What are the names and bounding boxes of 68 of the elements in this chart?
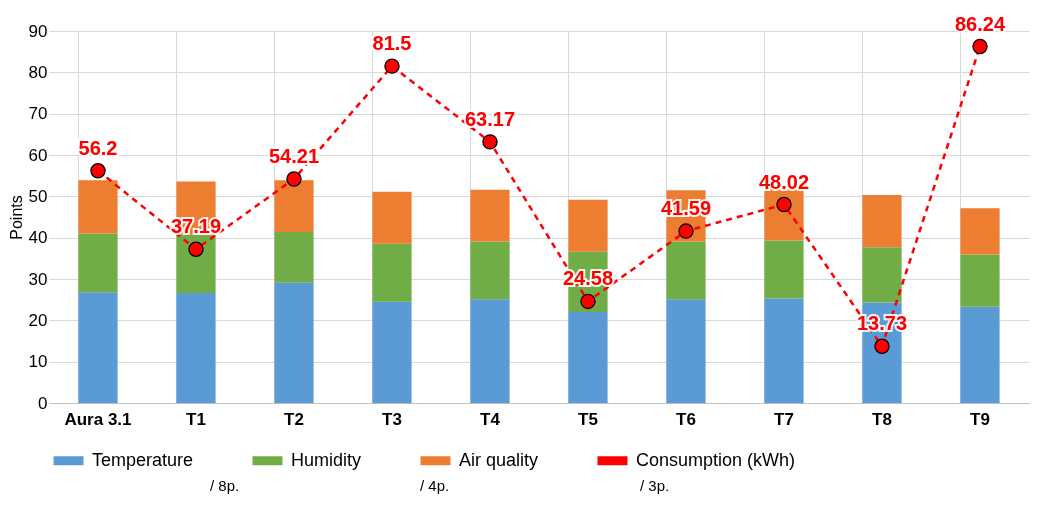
bar	[666, 241, 706, 300]
y-tick-label: 60	[28, 145, 48, 165]
data-label: 54.21	[268, 144, 320, 167]
bar	[568, 312, 608, 403]
y-tick-label: 80	[28, 62, 48, 82]
bar	[274, 231, 314, 283]
point	[384, 58, 400, 74]
text: / 8p.	[210, 477, 240, 494]
point	[874, 338, 890, 354]
y-tick-label: 90	[28, 21, 48, 41]
legend-label: Temperature	[92, 449, 194, 470]
data-label: 48.02	[758, 170, 810, 193]
bar	[960, 306, 1000, 403]
data-label: 81.5	[372, 32, 412, 55]
data-label: 56.2	[78, 136, 118, 159]
point	[482, 134, 498, 150]
x-tick-label: Aura 3.1	[64, 409, 132, 429]
point	[972, 38, 988, 55]
bar	[274, 180, 314, 232]
y-tick-label: 20	[28, 310, 48, 330]
text: / 4p.	[420, 477, 450, 494]
bar	[470, 241, 510, 300]
x-tick-label: T3	[382, 409, 402, 429]
x-tick-label: T8	[872, 409, 892, 429]
bar	[960, 208, 1000, 255]
bar	[764, 298, 804, 403]
bar	[960, 254, 1000, 307]
legend-label: Air quality	[459, 449, 539, 470]
bar	[274, 282, 314, 403]
x-tick-label: T6	[676, 409, 696, 429]
bar	[78, 233, 118, 293]
y-tick-label: 50	[28, 186, 48, 206]
text: / 3p.	[640, 477, 670, 494]
bar	[372, 191, 412, 244]
legend-label: Consumption (kWh)	[636, 449, 796, 470]
bar	[862, 195, 902, 248]
bar	[78, 180, 118, 234]
bar	[568, 199, 608, 252]
x-tick-label: T7	[774, 409, 794, 429]
y-tick-label: 30	[28, 269, 48, 289]
point	[580, 293, 596, 310]
x-tick-label: T9	[970, 409, 990, 429]
y-tick-label: 0	[38, 393, 48, 413]
bar	[470, 189, 510, 242]
legend-label: Humidity	[291, 449, 362, 470]
y-tick-label: 70	[28, 104, 48, 124]
bar	[176, 293, 216, 403]
y-axis-title: Points	[7, 195, 25, 240]
point	[90, 163, 106, 179]
bar	[862, 247, 902, 303]
y-tick-label: 10	[28, 352, 48, 372]
point	[678, 223, 694, 239]
point	[776, 196, 792, 213]
bar	[666, 299, 706, 403]
y-tick-label: 40	[28, 228, 48, 248]
bar	[764, 240, 804, 299]
bar	[372, 301, 412, 403]
x-tick-label: T1	[186, 409, 206, 429]
point	[286, 171, 302, 187]
x-tick-label: T5	[578, 409, 598, 429]
bar	[78, 292, 118, 403]
x-tick-label: T4	[480, 409, 501, 429]
bar	[372, 243, 412, 302]
point	[188, 241, 204, 257]
x-tick-label: T2	[284, 409, 304, 429]
bar	[470, 299, 510, 403]
data-label: 63.17	[464, 107, 516, 130]
data-label: 86.24	[954, 12, 1006, 35]
